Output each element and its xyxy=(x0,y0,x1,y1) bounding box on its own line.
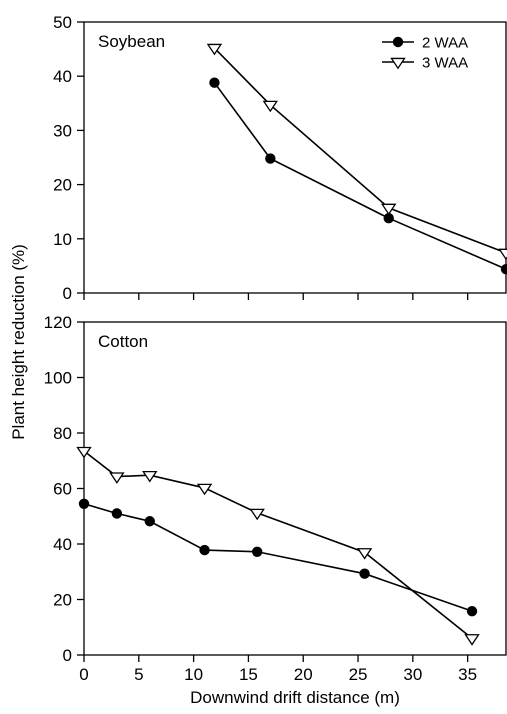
soybean-y-tick-label: 0 xyxy=(63,284,72,303)
cotton-panel: 0 20 40 60 80 100 120 0 5 10 15 20 25 30 35 Cotton xyxy=(44,313,507,684)
soybean-point-3-waa xyxy=(262,100,279,113)
soybean-point-2-waa xyxy=(265,153,276,164)
cotton-point-2-waa xyxy=(359,568,370,579)
soybean-point-3-waa xyxy=(206,43,223,56)
legend-marker-circle xyxy=(392,36,404,48)
cotton-point-2-waa xyxy=(466,605,478,617)
soybean-y-tick-label: 10 xyxy=(53,230,72,249)
soybean-point-2-waa xyxy=(383,213,394,224)
soybean-plot-frame xyxy=(83,21,507,294)
cotton-x-tick-label: 35 xyxy=(458,665,477,684)
cotton-panel-label: Cotton xyxy=(98,332,148,351)
y-axis-title: Plant height reduction (%) xyxy=(9,244,28,440)
cotton-x-tick-label: 20 xyxy=(294,665,313,684)
soybean-point-3-waa xyxy=(498,248,507,261)
cotton-x-tick-label: 15 xyxy=(239,665,258,684)
soybean-series-line-2-waa xyxy=(213,82,507,270)
cotton-plot-frame xyxy=(83,321,507,656)
cotton-point-3-waa xyxy=(249,508,265,521)
soybean-y-tick-label: 40 xyxy=(53,67,72,86)
soybean-y-tick-label: 20 xyxy=(53,176,72,195)
soybean-panel: 0 10 20 30 40 50 Soybean 2 WAA 3 WAA xyxy=(53,13,507,303)
soybean-panel-label: Soybean xyxy=(98,32,165,51)
cotton-x-tick-label: 10 xyxy=(184,665,203,684)
legend-marker-triangle xyxy=(390,57,406,70)
cotton-point-3-waa xyxy=(142,470,158,483)
cotton-y-tick-label: 20 xyxy=(53,591,72,610)
soybean-point-2-waa xyxy=(500,263,507,275)
soybean-point-2-waa xyxy=(209,77,220,88)
cotton-y-tick-label: 100 xyxy=(44,369,72,388)
cotton-point-3-waa xyxy=(76,446,92,459)
cotton-x-tick-label: 25 xyxy=(349,665,368,684)
cotton-point-2-waa xyxy=(144,516,155,527)
soybean-y-tick-label: 50 xyxy=(53,13,72,32)
cotton-point-3-waa xyxy=(356,548,373,560)
cotton-point-2-waa xyxy=(251,546,263,557)
cotton-point-3-waa xyxy=(196,483,213,496)
x-axis-title: Downwind drift distance (m) xyxy=(190,688,400,707)
cotton-point-2-waa xyxy=(199,544,210,556)
soybean-point-3-waa xyxy=(381,203,397,216)
cotton-x-tick-label: 0 xyxy=(79,665,88,684)
cotton-y-tick-label: 40 xyxy=(53,535,72,554)
cotton-x-tick-label: 5 xyxy=(134,665,143,684)
soybean-series-line-3-waa xyxy=(213,47,507,254)
cotton-point-3-waa xyxy=(109,472,125,484)
soybean-y-tick-label: 30 xyxy=(53,121,72,140)
cotton-y-tick-label: 120 xyxy=(44,313,72,332)
cotton-y-tick-label: 80 xyxy=(53,424,72,443)
legend-label: 3 WAA xyxy=(422,55,468,72)
legend: 2 WAA 3 WAA xyxy=(382,35,468,72)
cotton-series-line-3-waa xyxy=(83,450,473,639)
cotton-y-tick-label: 60 xyxy=(53,480,72,499)
cotton-y-tick-label: 0 xyxy=(63,646,72,665)
cotton-point-3-waa xyxy=(464,634,480,646)
cotton-point-2-waa xyxy=(78,498,90,509)
cotton-point-2-waa xyxy=(111,508,123,519)
legend-label: 2 WAA xyxy=(422,35,468,52)
cotton-x-tick-label: 30 xyxy=(403,665,422,684)
